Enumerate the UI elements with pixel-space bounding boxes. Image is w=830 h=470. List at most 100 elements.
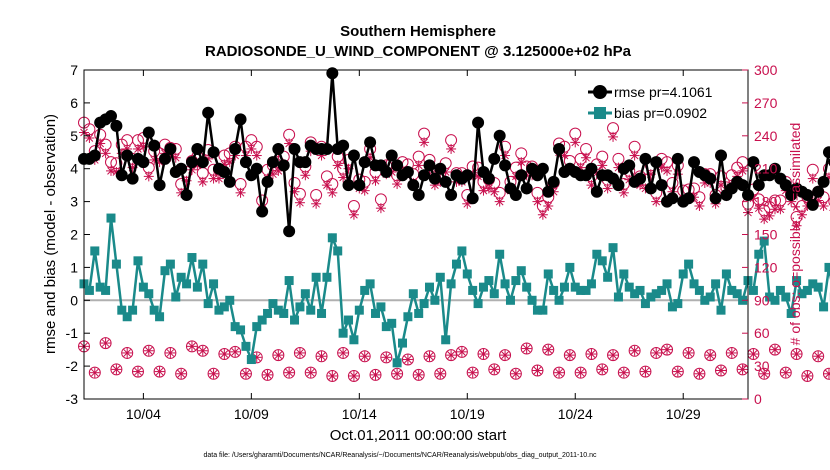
obs-possible-point <box>121 346 134 359</box>
x-tick-label: 10/24 <box>558 406 593 422</box>
obs-possible-point <box>337 346 350 359</box>
obs-assimilated-point <box>235 187 246 198</box>
bias-point <box>381 322 391 332</box>
rmse-point <box>110 119 123 132</box>
obs-possible-point <box>812 350 825 363</box>
obs-possible-point <box>380 351 393 364</box>
obs-possible-point <box>261 368 274 381</box>
axes: -3 -2 -1 0 1 2 3 4 5 6 7 0 30 60 90 120 150 180 210 240 270 3… <box>66 62 778 422</box>
obs-assimilated-point <box>662 344 673 355</box>
rmse-point <box>428 172 441 185</box>
obs-assimilated-point <box>446 350 457 361</box>
bias-point <box>441 335 451 345</box>
y2-tick-label: 120 <box>754 259 778 275</box>
rmse-point <box>688 156 701 169</box>
rmse-point <box>202 106 215 119</box>
bias-point <box>603 272 613 282</box>
obs-assimilated-point <box>726 347 737 358</box>
obs-assimilated-point <box>791 220 802 231</box>
y-tick-label: -1 <box>66 325 79 341</box>
bias-point <box>414 308 424 318</box>
bias-point <box>198 259 208 269</box>
x-tick-label: 10/19 <box>450 406 485 422</box>
obs-possible-point <box>715 364 728 377</box>
x-tick-label: 10/29 <box>666 406 701 422</box>
obs-possible-point <box>542 343 555 356</box>
bias-point <box>133 256 143 266</box>
obs-possible-point <box>369 368 382 381</box>
bias-point <box>446 279 456 289</box>
obs-possible-point <box>768 343 781 356</box>
y-tick-label: 2 <box>70 227 78 243</box>
y2-tick-label: 60 <box>754 325 770 341</box>
obs-assimilated-point <box>370 175 381 186</box>
obs-possible-point <box>828 197 830 206</box>
bias-point <box>106 213 116 223</box>
obs-possible-point <box>574 366 587 379</box>
bias-point <box>306 305 316 315</box>
obs-assimilated-point <box>311 198 322 209</box>
bias-point <box>90 246 100 256</box>
obs-assimilated-point <box>186 341 197 352</box>
bias-point <box>754 249 764 259</box>
obs-assimilated-point <box>791 349 802 360</box>
bias-point <box>678 269 688 279</box>
obs-assimilated-point <box>532 365 543 376</box>
obs-assimilated-point <box>176 368 187 379</box>
bias-point <box>554 295 564 305</box>
y-tick-label: 3 <box>70 194 78 210</box>
bias-point <box>613 292 623 302</box>
obs-assimilated-point <box>305 367 316 378</box>
bias-point <box>435 272 445 282</box>
obs-possible-point <box>99 337 112 350</box>
bias-point <box>155 312 165 322</box>
bias-point <box>727 285 737 295</box>
obs-possible-point <box>499 349 512 362</box>
obs-assimilated-point <box>780 367 791 378</box>
obs-assimilated-point <box>105 165 116 176</box>
rmse-point <box>196 156 209 169</box>
obs-possible-point <box>617 366 630 379</box>
rmse-point <box>261 175 274 188</box>
rmse-point <box>666 192 679 205</box>
obs-possible-point <box>207 367 220 380</box>
obs-possible-point <box>488 363 501 376</box>
obs-assimilated-point <box>327 187 338 198</box>
rmse-point <box>655 179 668 192</box>
bias-point <box>511 276 521 286</box>
rmse-point <box>812 185 825 198</box>
y-axis-label: rmse and bias (model - observation) <box>42 114 59 354</box>
obs-assimilated-point <box>435 368 446 379</box>
obs-assimilated-point <box>586 349 597 360</box>
obs-assimilated-point <box>478 349 489 360</box>
obs-assimilated-point <box>316 351 327 362</box>
rmse-point <box>682 192 695 205</box>
bias-point <box>700 295 710 305</box>
obs-assimilated-point <box>143 345 154 356</box>
rmse-point <box>639 152 652 165</box>
bias-point <box>630 289 640 299</box>
rmse-point <box>801 189 814 202</box>
obs-possible-point <box>326 369 339 382</box>
bias-point <box>171 292 181 302</box>
bias-point <box>673 299 683 309</box>
rmse-point <box>256 205 269 218</box>
bias-point <box>549 285 559 295</box>
obs-possible-point <box>596 363 609 376</box>
bias-point <box>403 312 413 322</box>
obs-possible-point <box>531 364 544 377</box>
rmse-point <box>104 110 117 123</box>
bias-point <box>824 262 830 272</box>
bias-point <box>424 282 434 292</box>
bias-point <box>748 285 758 295</box>
bias-point <box>559 282 569 292</box>
obs-assimilated-point <box>348 370 359 381</box>
obs-assimilated-point <box>629 345 640 356</box>
y2-tick-label: 150 <box>754 227 778 243</box>
rmse-point <box>148 139 161 152</box>
obs-assimilated-point <box>262 369 273 380</box>
obs-assimilated-point <box>375 203 386 214</box>
rmse-point <box>520 182 533 195</box>
bias-point <box>808 279 818 289</box>
obs-assimilated-point <box>516 157 527 168</box>
